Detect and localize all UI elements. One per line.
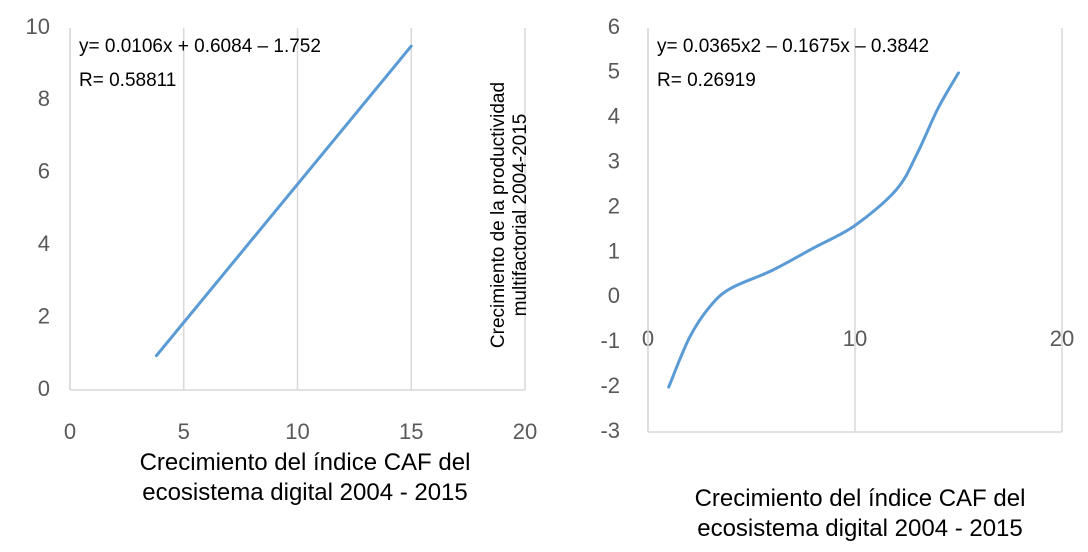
x-tick-label: 15 <box>399 419 423 444</box>
y-tick-label: 5 <box>608 59 620 84</box>
y-tick-label: 2 <box>608 193 620 218</box>
x-tick-label: 20 <box>1050 326 1074 351</box>
annotation: R= 0.26919 <box>657 70 756 91</box>
x-axis-label: Crecimiento del índice CAF del ecosistem… <box>139 449 471 506</box>
y-tick-label: 0 <box>608 283 620 308</box>
y-tick-label: -1 <box>600 328 620 353</box>
x-tick-label: 20 <box>513 419 537 444</box>
y-tick-label: -3 <box>600 418 620 443</box>
x-axis-label: Crecimiento del índice CAF del ecosistem… <box>694 485 1026 542</box>
y-tick-label: 10 <box>26 14 50 39</box>
y-tick-label: -2 <box>600 373 620 398</box>
y-tick-label: 4 <box>608 104 620 129</box>
x-tick-label: 10 <box>285 419 309 444</box>
y-tick-label: 6 <box>608 14 620 39</box>
x-tick-label: 5 <box>178 419 190 444</box>
annotation: R= 0.58811 <box>79 70 176 91</box>
y-tick-label: 8 <box>38 86 50 111</box>
annotation: y= 0.0365x2 – 0.1675x – 0.3842 <box>657 36 929 57</box>
data-line <box>667 71 960 389</box>
y-axis-label: Crecimiento de la productividad multifac… <box>488 81 531 349</box>
y-tick-label: 3 <box>608 148 620 173</box>
annotation: y= 0.0106x + 0.6084 – 1.752 <box>79 36 321 57</box>
y-tick-label: 6 <box>38 159 50 184</box>
y-tick-label: 2 <box>38 303 50 328</box>
y-tick-label: 0 <box>38 376 50 401</box>
x-tick-label: 10 <box>843 326 867 351</box>
x-tick-label: 0 <box>64 419 76 444</box>
y-tick-label: 1 <box>608 238 620 263</box>
y-tick-label: 4 <box>38 231 50 256</box>
data-line <box>154 44 413 358</box>
